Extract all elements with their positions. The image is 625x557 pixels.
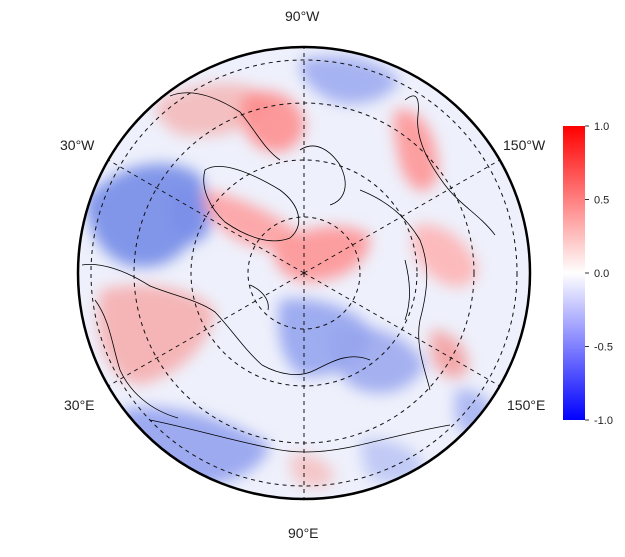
coastline <box>299 145 346 206</box>
anomaly-region <box>299 56 400 104</box>
colorbar-tick-label: -1.0 <box>594 415 613 427</box>
colorbar-ramp <box>563 126 585 420</box>
meridian-line <box>303 272 500 387</box>
anomaly-region <box>156 83 270 137</box>
lon-label-30w: 30°W <box>60 137 95 153</box>
latitude-circle <box>90 59 518 487</box>
anomaly-region <box>393 109 439 192</box>
anomaly-region <box>274 226 371 282</box>
meridian-line <box>303 159 500 274</box>
colorbar-tick-label: 0.5 <box>594 195 609 207</box>
coastline <box>404 259 410 321</box>
coastline <box>169 92 281 161</box>
meridian-line <box>108 159 305 274</box>
latitude-circle <box>247 216 361 330</box>
anomaly-region <box>412 224 478 287</box>
lon-label-150w: 150°W <box>503 137 546 153</box>
colorbar-tick-label: 0.0 <box>594 268 609 280</box>
coastline <box>149 419 451 453</box>
anomaly-region <box>98 285 215 385</box>
anomaly-region <box>329 326 425 394</box>
colorbar-tick-label: 1.0 <box>594 121 609 133</box>
anomaly-region <box>203 190 300 249</box>
lon-label-30e: 30°E <box>64 397 95 413</box>
coastline <box>203 166 299 242</box>
map-border <box>76 45 532 501</box>
coastline <box>81 264 263 366</box>
coastline <box>94 299 179 419</box>
coastline <box>249 284 269 311</box>
colorbar-tick-label: -0.5 <box>594 342 613 354</box>
lon-label-150e: 150°E <box>507 397 546 413</box>
anomaly-region <box>430 330 469 379</box>
coastline <box>261 356 371 375</box>
colorbar: 1.0 0.5 0.0 -0.5 -1.0 <box>563 121 613 427</box>
meridian-line <box>108 272 305 387</box>
anomaly-region <box>170 187 211 243</box>
anomaly-region <box>290 453 335 488</box>
anomaly-field <box>78 47 530 499</box>
graticule <box>90 47 518 499</box>
anomaly-region <box>240 91 305 152</box>
lon-label-90w: 90°W <box>285 8 320 24</box>
lon-label-90e: 90°E <box>288 525 319 541</box>
coastline <box>359 189 431 391</box>
